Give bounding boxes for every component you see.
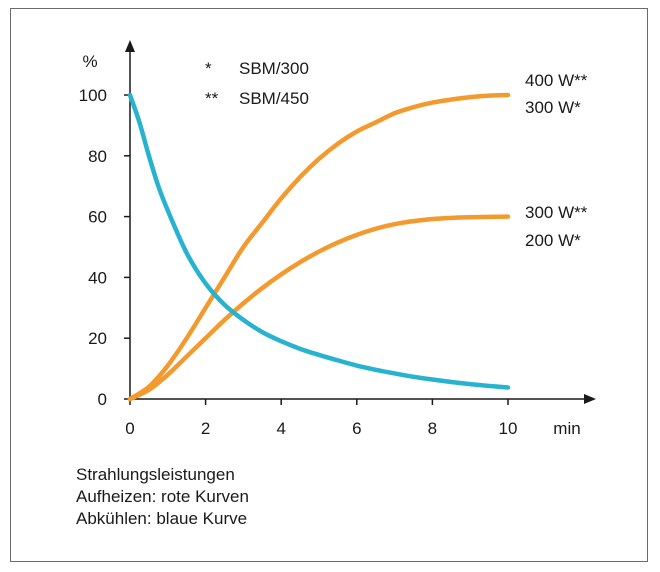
- y-tick-label: 100: [79, 86, 107, 105]
- x-tick-label: 4: [276, 419, 285, 438]
- legend-symbol: **: [205, 89, 219, 108]
- heating-curve-high: [127, 92, 511, 402]
- series-label: 300 W*: [525, 98, 581, 117]
- series-label: 300 W**: [525, 203, 588, 222]
- caption: Strahlungsleistungen Aufheizen: rote Kur…: [76, 464, 249, 530]
- caption-line-1: Strahlungsleistungen: [76, 465, 235, 484]
- legend-label: SBM/450: [239, 89, 309, 108]
- x-tick-label: 6: [352, 419, 361, 438]
- series-label: 200 W*: [525, 231, 581, 250]
- y-axis-arrow-icon: [125, 40, 135, 52]
- caption-line-3: Abkühlen: blaue Kurve: [76, 509, 248, 528]
- ticks: 0 20 40 60 80 100 0 2 4 6 8 10: [79, 86, 518, 438]
- labels: % min * SBM/300 ** SBM/450 400 W** 300 W* 300 W*…: [82, 52, 587, 438]
- y-unit-label: %: [82, 52, 97, 71]
- y-tick-label: 20: [88, 329, 107, 348]
- x-unit-label: min: [553, 419, 580, 438]
- x-tick-label: 2: [201, 419, 210, 438]
- legend-symbol: *: [205, 59, 212, 78]
- cooling-curve: [127, 92, 511, 390]
- y-tick-label: 0: [98, 390, 107, 409]
- y-tick-label: 40: [88, 268, 107, 287]
- x-tick-label: 8: [428, 419, 437, 438]
- curves: [127, 92, 511, 402]
- caption-line-2: Aufheizen: rote Kurven: [76, 487, 249, 506]
- x-axis-arrow-icon: [584, 394, 596, 404]
- legend-label: SBM/300: [239, 59, 309, 78]
- heating-curve-low: [127, 214, 511, 402]
- x-tick-label: 0: [125, 419, 134, 438]
- y-tick-label: 80: [88, 147, 107, 166]
- x-tick-label: 10: [499, 419, 518, 438]
- series-label: 400 W**: [525, 71, 588, 90]
- chart-frame: [10, 8, 648, 562]
- y-tick-label: 60: [88, 208, 107, 227]
